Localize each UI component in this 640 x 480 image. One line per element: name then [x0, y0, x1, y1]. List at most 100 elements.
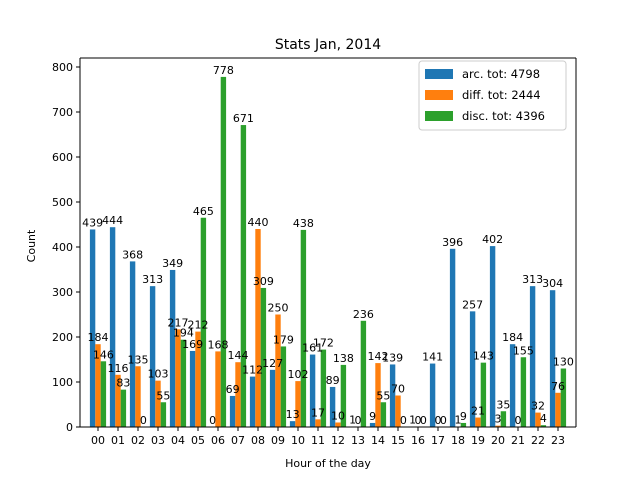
x-tick-label: 01: [111, 434, 125, 447]
legend-swatch: [425, 69, 453, 79]
y-tick-label: 700: [52, 106, 73, 119]
bar-diff-20: [495, 425, 501, 427]
bar-diff-06: [215, 351, 221, 427]
bar-diff-23: [555, 392, 561, 427]
bar-value-label: 0: [435, 414, 442, 427]
bar-value-label: 304: [542, 277, 563, 290]
bar-value-label: 465: [193, 205, 214, 218]
legend-entry-label: disc. tot: 4396: [462, 109, 545, 123]
y-tick-label: 800: [52, 61, 73, 74]
y-axis-label: Count: [25, 229, 38, 262]
bar-value-label: 440: [248, 216, 269, 229]
bar-value-label: 439: [82, 216, 103, 229]
bar-value-label: 184: [502, 331, 523, 344]
bar-diff-03: [155, 380, 161, 427]
bar-value-label: 0: [440, 414, 447, 427]
bar-value-label: 168: [208, 338, 229, 351]
bar-value-label: 130: [553, 356, 574, 369]
bar-value-label: 9: [460, 410, 467, 423]
bar-value-label: 172: [313, 337, 334, 350]
bar-diff-12: [335, 422, 341, 427]
bar-arc-07: [229, 395, 236, 427]
bar-disc-18: [460, 422, 467, 427]
x-tick-label: 04: [171, 434, 185, 447]
bar-value-label: 161: [302, 342, 323, 355]
bar-value-label: 349: [162, 257, 183, 270]
bar-value-label: 671: [233, 112, 254, 125]
bar-disc-11: [320, 349, 327, 427]
bar-value-label: 1: [455, 414, 462, 427]
bar-arc-02: [129, 261, 136, 427]
legend-swatch: [425, 90, 453, 100]
y-tick-label: 300: [52, 286, 73, 299]
bar-arc-08: [249, 376, 256, 427]
bar-arc-09: [269, 369, 276, 427]
bar-disc-08: [260, 287, 267, 427]
x-tick-label: 02: [131, 434, 145, 447]
bar-value-label: 184: [88, 331, 109, 344]
bar-value-label: 179: [273, 333, 294, 346]
bar-disc-06: [220, 76, 227, 428]
bar-diff-10: [295, 381, 301, 427]
bar-value-label: 309: [253, 275, 274, 288]
x-tick-label: 00: [91, 434, 105, 447]
bar-diff-00: [95, 344, 101, 427]
bar-value-label: 144: [228, 349, 249, 362]
bar-disc-14: [380, 402, 387, 427]
legend-entry-label: arc. tot: 4798: [462, 67, 540, 81]
bar-disc-23: [560, 368, 567, 427]
bar-diff-09: [275, 314, 281, 427]
x-tick-label: 06: [211, 434, 225, 447]
bar-diff-14: [375, 363, 381, 427]
bar-value-label: 368: [122, 248, 143, 261]
bar-value-label: 778: [213, 64, 234, 77]
bar-disc-20: [500, 411, 507, 427]
bar-value-label: 444: [102, 214, 123, 227]
bar-arc-11: [309, 354, 316, 427]
x-tick-label: 07: [231, 434, 245, 447]
bar-value-label: 9: [369, 410, 376, 423]
bar-diff-08: [255, 229, 261, 427]
bar-value-label: 112: [242, 364, 263, 377]
y-tick-label: 500: [52, 196, 73, 209]
x-tick-label: 21: [511, 434, 525, 447]
bar-value-label: 69: [226, 383, 240, 396]
bar-value-label: 3: [495, 413, 502, 426]
bar-arc-14: [369, 422, 376, 427]
bar-value-label: 70: [391, 383, 405, 396]
bar-disc-21: [520, 357, 527, 427]
x-tick-label: 23: [551, 434, 565, 447]
bar-arc-15: [389, 364, 396, 427]
legend-frame: [418, 60, 567, 131]
bar-diff-11: [315, 419, 321, 427]
bar-diff-04: [175, 329, 181, 427]
bar-disc-12: [340, 364, 347, 427]
y-tick-label: 400: [52, 241, 73, 254]
x-tick-label: 13: [351, 434, 365, 447]
bar-value-label: 116: [108, 362, 129, 375]
x-tick-label: 11: [311, 434, 325, 447]
bar-value-label: 236: [353, 308, 374, 321]
bar-value-label: 135: [128, 353, 149, 366]
x-tick-label: 20: [491, 434, 505, 447]
bar-disc-00: [100, 361, 107, 427]
bar-value-label: 55: [376, 389, 390, 402]
x-tick-label: 17: [431, 434, 445, 447]
x-tick-label: 09: [271, 434, 285, 447]
y-tick-label: 100: [52, 376, 73, 389]
x-tick-label: 08: [251, 434, 265, 447]
bar-value-label: 103: [148, 368, 169, 381]
bar-arc-22: [529, 286, 536, 427]
x-tick-label: 03: [151, 434, 165, 447]
bar-value-label: 0: [355, 414, 362, 427]
bar-value-label: 217: [168, 316, 189, 329]
x-tick-label: 05: [191, 434, 205, 447]
bar-value-label: 1: [349, 414, 356, 427]
bar-value-label: 138: [333, 352, 354, 365]
bar-disc-10: [300, 229, 307, 427]
bar-diff-15: [395, 395, 401, 427]
x-tick-label: 15: [391, 434, 405, 447]
bar-diff-19: [475, 417, 481, 427]
